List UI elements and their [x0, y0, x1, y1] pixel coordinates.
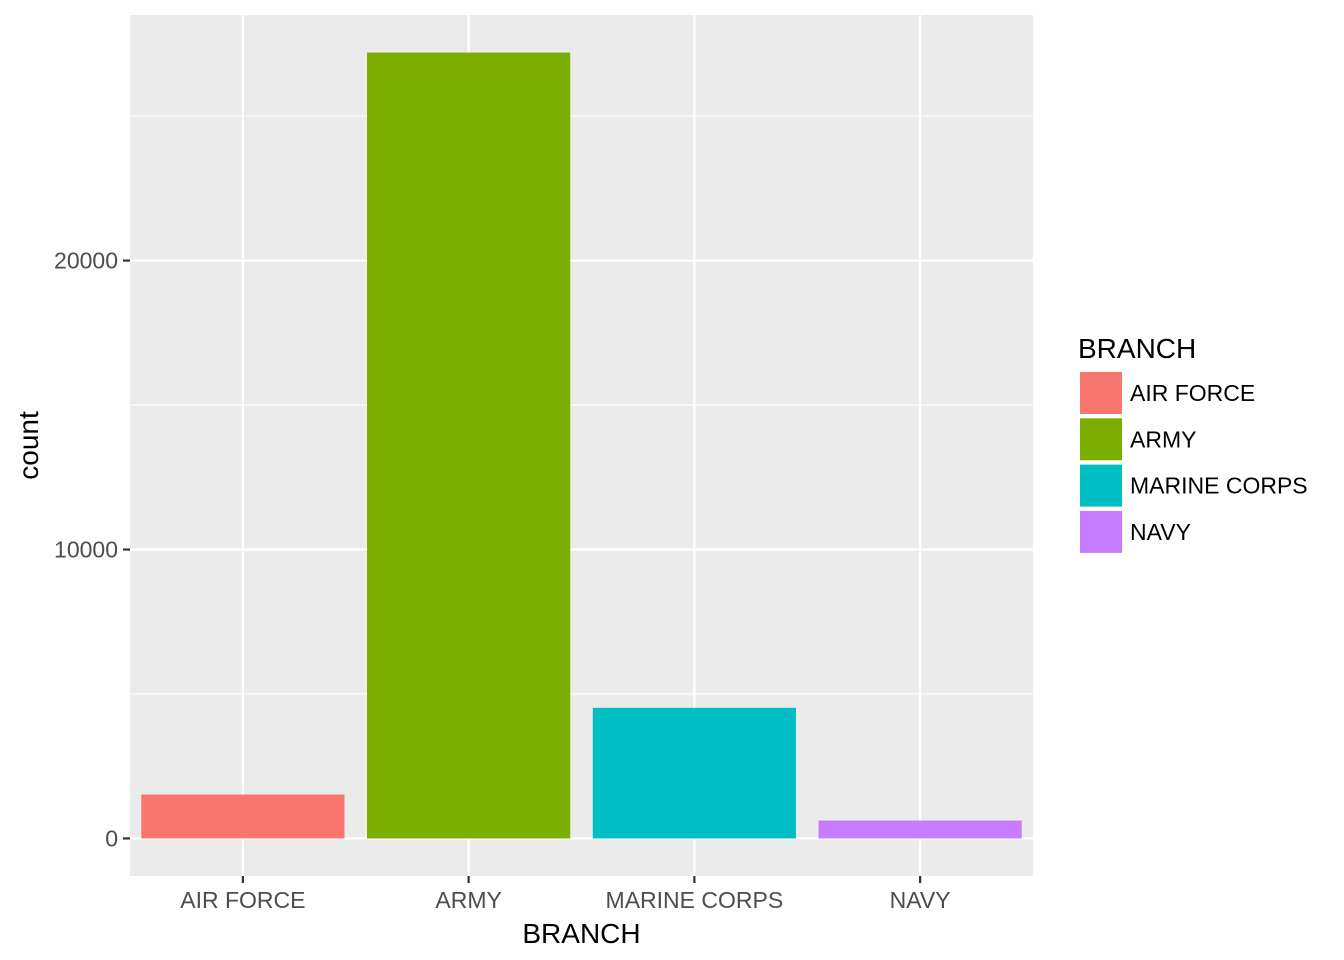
y-tick-label: 20000 — [54, 248, 118, 274]
y-tick-label: 10000 — [54, 537, 118, 563]
x-tick-label: MARINE CORPS — [606, 887, 784, 913]
legend-key — [1080, 510, 1122, 553]
bar-air-force — [141, 794, 345, 839]
x-tick-label: ARMY — [435, 887, 501, 913]
bar-army — [367, 52, 571, 839]
legend-key — [1080, 418, 1122, 461]
x-axis-title: BRANCH — [522, 918, 640, 949]
legend-label: MARINE CORPS — [1130, 473, 1308, 499]
x-tick-label: AIR FORCE — [180, 887, 305, 913]
legend-label: ARMY — [1130, 426, 1196, 452]
legend-key — [1080, 372, 1122, 414]
y-axis-title: count — [13, 411, 44, 480]
bars — [141, 52, 1022, 839]
legend: BRANCH AIR FORCE ARMY MARINE CORPS NAVY — [1078, 333, 1308, 553]
legend-label: AIR FORCE — [1130, 380, 1255, 406]
x-tick-label: NAVY — [890, 887, 951, 913]
axes: 0 10000 20000 AIR FORCE ARMY MARINE CORPS NAVY — [54, 248, 951, 913]
legend-key — [1080, 464, 1122, 507]
legend-title: BRANCH — [1078, 333, 1196, 364]
legend-label: NAVY — [1130, 519, 1191, 545]
plot-panel — [130, 15, 1033, 876]
bar-navy — [818, 820, 1022, 839]
bar-marine-corps — [592, 707, 796, 839]
y-tick-label: 0 — [105, 825, 118, 851]
panel-background — [130, 15, 1033, 876]
